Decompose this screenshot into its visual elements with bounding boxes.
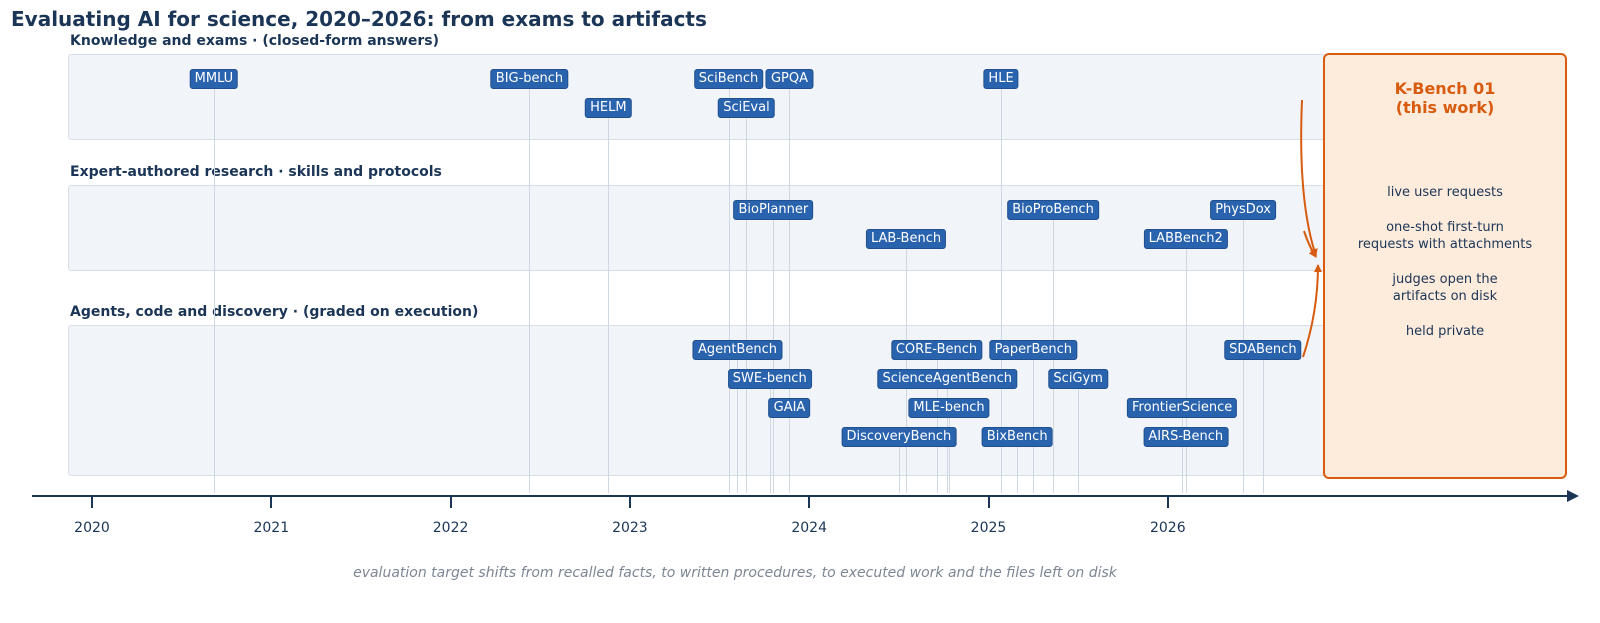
benchmark-chip: GPQA bbox=[765, 69, 813, 89]
benchmark-chip: LABBench2 bbox=[1143, 229, 1228, 249]
axis-tick-label: 2022 bbox=[432, 520, 469, 536]
band-knowledge bbox=[68, 54, 1327, 140]
guide-line bbox=[746, 108, 747, 493]
axis-tick-label: 2023 bbox=[612, 520, 648, 536]
guide-line bbox=[737, 350, 738, 493]
guide-line bbox=[1186, 437, 1187, 493]
benchmark-chip: PhysDox bbox=[1210, 200, 1276, 220]
band-research bbox=[68, 185, 1327, 271]
kbench-title-line2: (this work) bbox=[1395, 98, 1495, 117]
benchmark-chip: BIG-bench bbox=[490, 69, 569, 89]
guide-line bbox=[1001, 79, 1002, 493]
axis-tick bbox=[628, 496, 631, 508]
benchmark-chip: DiscoveryBench bbox=[841, 427, 957, 447]
arrow-from-knowledge bbox=[1300, 99, 1318, 257]
axis-tick-label: 2021 bbox=[253, 520, 290, 536]
page-title: Evaluating AI for science, 2020–2026: fr… bbox=[11, 7, 707, 31]
axis-tick-label: 2020 bbox=[74, 520, 110, 536]
kbench-line: live user requests bbox=[1387, 185, 1503, 200]
benchmark-chip: HLE bbox=[983, 69, 1019, 89]
kbench-title: K-Bench 01 (this work) bbox=[1325, 79, 1565, 117]
kbench-line: requests with attachments bbox=[1357, 237, 1533, 252]
axis-tick-label: 2025 bbox=[970, 520, 1007, 536]
axis-tick bbox=[987, 496, 990, 508]
arrow-from-agents bbox=[1302, 264, 1322, 358]
guide-line bbox=[937, 350, 938, 493]
axis-tick bbox=[1166, 496, 1169, 508]
guide-line bbox=[1017, 437, 1018, 493]
guide-line bbox=[1033, 350, 1034, 493]
guide-line bbox=[789, 79, 790, 493]
guide-line bbox=[608, 108, 609, 493]
kbench-line: artifacts on disk bbox=[1392, 289, 1498, 304]
kbench-title-line1: K-Bench 01 bbox=[1394, 79, 1496, 98]
guide-line bbox=[949, 408, 950, 493]
benchmark-chip: AgentBench bbox=[692, 340, 782, 360]
guide-line bbox=[770, 379, 771, 493]
axis-tick bbox=[270, 496, 273, 508]
axis-tick-label: 2026 bbox=[1149, 520, 1186, 536]
benchmark-chip: CORE-Bench bbox=[890, 340, 983, 360]
kbench-line: one-shot first-turn bbox=[1386, 220, 1504, 235]
axis-tick-label: 2024 bbox=[791, 520, 828, 536]
guide-line bbox=[789, 408, 790, 493]
band-label-research: Expert-authored research · skills and pr… bbox=[70, 164, 442, 180]
benchmark-chip: HELM bbox=[585, 98, 632, 118]
band-label-agents: Agents, code and discovery · (graded on … bbox=[70, 304, 479, 320]
guide-line bbox=[1182, 408, 1183, 493]
guide-line bbox=[729, 79, 730, 493]
kbench-line: held private bbox=[1405, 324, 1485, 339]
caption: evaluation target shifts from recalled f… bbox=[353, 565, 1117, 581]
guide-line bbox=[906, 239, 907, 493]
guide-line bbox=[1263, 350, 1264, 493]
benchmark-chip: GAIA bbox=[768, 398, 811, 418]
benchmark-chip: ScienceAgentBench bbox=[877, 369, 1017, 389]
benchmark-chip: SciGym bbox=[1048, 369, 1108, 389]
guide-line bbox=[899, 437, 900, 493]
benchmark-chip: SciEval bbox=[718, 98, 775, 118]
kbench-box: K-Bench 01 (this work) live user request… bbox=[1323, 53, 1567, 479]
axis-tick bbox=[91, 496, 93, 508]
guide-line bbox=[1186, 239, 1187, 493]
kbench-line: judges open the bbox=[1392, 272, 1498, 287]
axis-arrow-icon bbox=[1567, 490, 1579, 502]
benchmark-chip: SDABench bbox=[1224, 340, 1302, 360]
guide-line bbox=[529, 79, 530, 493]
axis-tick bbox=[449, 496, 452, 508]
guide-line bbox=[1078, 379, 1079, 493]
benchmark-chip: LAB-Bench bbox=[865, 229, 947, 249]
axis-tick bbox=[808, 496, 811, 508]
benchmark-chip: SciBench bbox=[693, 69, 764, 89]
benchmark-chip: BioProBench bbox=[1007, 200, 1099, 220]
arrow-from-research bbox=[1303, 230, 1317, 258]
benchmark-chip: BixBench bbox=[981, 427, 1053, 447]
guide-line bbox=[214, 79, 215, 493]
benchmark-chip: AIRS-Bench bbox=[1143, 427, 1229, 447]
benchmark-chip: BioPlanner bbox=[733, 200, 814, 220]
time-axis bbox=[32, 495, 1570, 497]
benchmark-chip: SWE-bench bbox=[727, 369, 812, 389]
benchmark-chip: FrontierScience bbox=[1127, 398, 1238, 418]
band-label-knowledge: Knowledge and exams · (closed-form answe… bbox=[70, 33, 440, 49]
benchmark-chip: PaperBench bbox=[989, 340, 1077, 360]
benchmark-chip: MLE-bench bbox=[908, 398, 990, 418]
benchmark-chip: MMLU bbox=[189, 69, 239, 89]
